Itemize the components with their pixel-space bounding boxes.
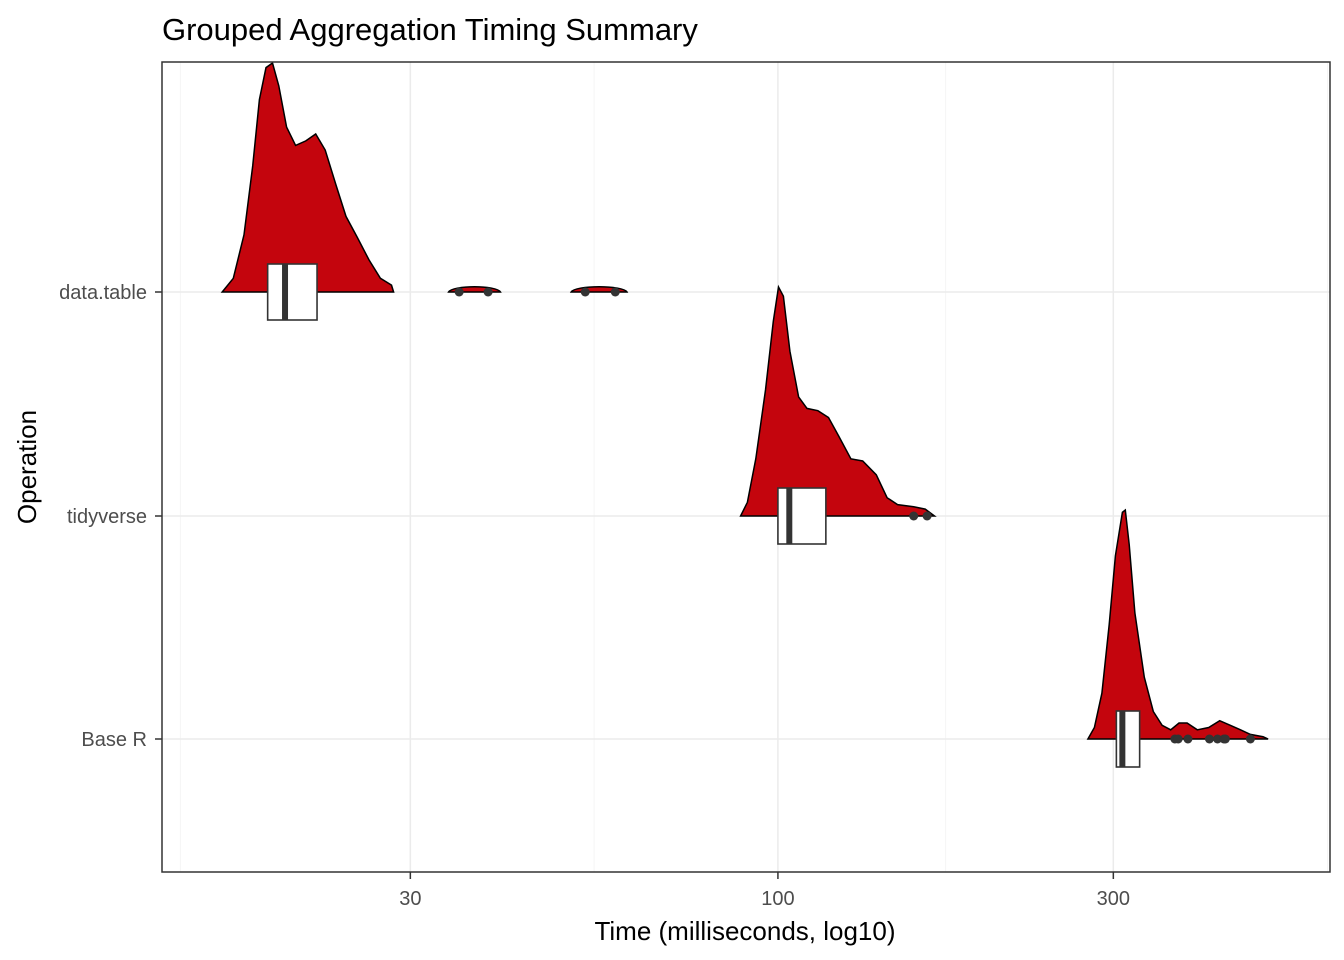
outlier-point bbox=[1245, 734, 1255, 744]
axes: 30 100 300 data.table tidyverse Base R bbox=[59, 282, 1130, 910]
outlier-point bbox=[1204, 734, 1214, 744]
outlier-point bbox=[1220, 734, 1230, 744]
outlier-point bbox=[483, 287, 493, 297]
x-tick-label: 300 bbox=[1097, 888, 1130, 910]
y-tick-label: data.table bbox=[59, 282, 147, 304]
chart-title: Grouped Aggregation Timing Summary bbox=[162, 12, 698, 47]
boxplot-box bbox=[266, 263, 318, 321]
violin-data.table bbox=[220, 61, 395, 293]
panel-border bbox=[161, 61, 1331, 873]
plot-marks bbox=[220, 61, 1269, 768]
outlier-point bbox=[610, 287, 620, 297]
outlier-point bbox=[1173, 734, 1183, 744]
outlier-point bbox=[454, 287, 464, 297]
y-tick-label: tidyverse bbox=[67, 506, 147, 528]
violin-tidyverse bbox=[739, 284, 937, 517]
x-tick-label: 100 bbox=[761, 888, 794, 910]
boxplot-box bbox=[777, 487, 827, 545]
x-axis-title: Time (milliseconds, log10) bbox=[594, 916, 895, 946]
outlier-point bbox=[909, 511, 919, 521]
outlier-point bbox=[580, 287, 590, 297]
y-axis-title: Operation bbox=[12, 410, 42, 524]
y-tick-label: Base R bbox=[81, 729, 147, 751]
outlier-point bbox=[1213, 734, 1223, 744]
outlier-point bbox=[922, 511, 932, 521]
violin-Base R bbox=[1086, 508, 1269, 740]
x-tick-label: 30 bbox=[399, 888, 421, 910]
outlier-point bbox=[1183, 734, 1193, 744]
grid-lines bbox=[162, 62, 1330, 872]
